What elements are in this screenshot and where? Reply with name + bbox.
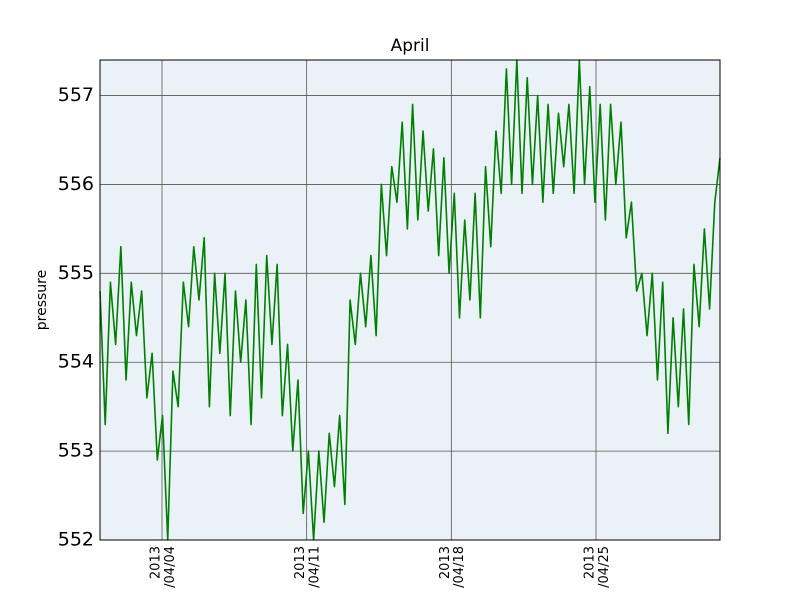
plot-frame	[99, 59, 721, 541]
y-tick-label: 554	[58, 351, 94, 373]
x-tick-label: 2013/04/25	[582, 546, 611, 588]
x-tick-label: 2013/04/18	[437, 546, 466, 588]
data-line	[99, 59, 721, 541]
chart-title: April	[391, 36, 430, 56]
y-axis-label: pressure	[34, 270, 50, 330]
y-tick-label: 553	[58, 440, 94, 462]
y-tick-label: 557	[58, 84, 94, 106]
y-tick-label: 555	[58, 262, 94, 284]
x-tick-label: 2013/04/04	[148, 546, 177, 588]
y-tick-label: 552	[58, 529, 94, 551]
plot-area	[100, 60, 720, 540]
y-tick-label: 556	[58, 173, 94, 195]
x-tick-label: 2013/04/11	[293, 546, 322, 588]
